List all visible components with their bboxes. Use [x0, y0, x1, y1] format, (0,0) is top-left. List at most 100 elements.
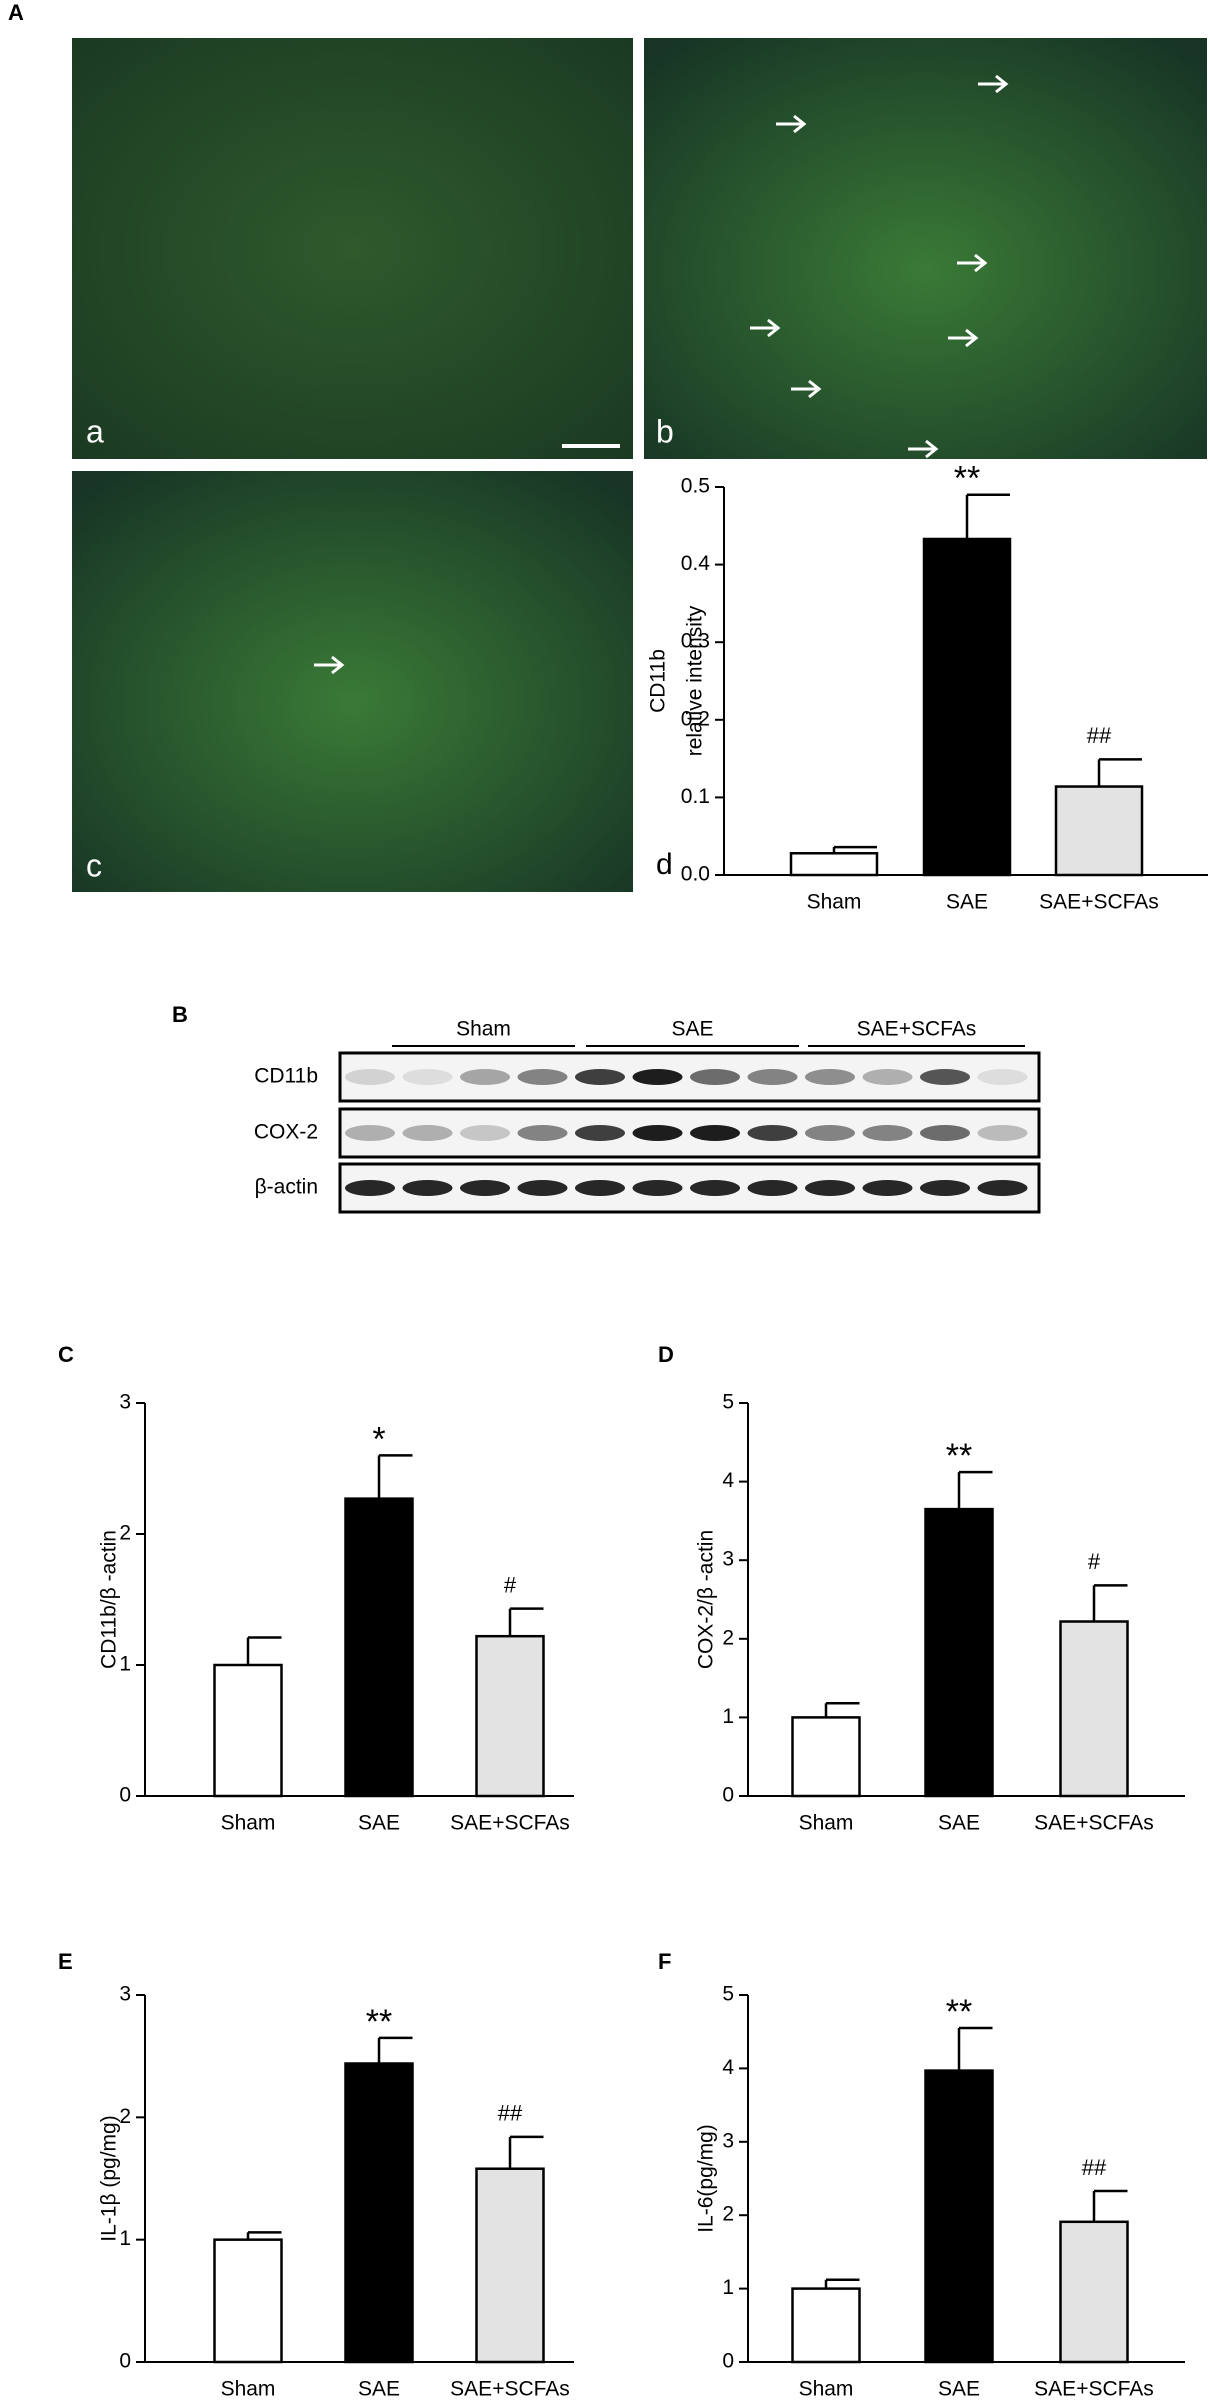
y-tick-label: 4	[722, 1469, 734, 1492]
bar	[1059, 2220, 1129, 2364]
bar-chart: D COX-2/β -actin 0 1 2 3 4 5 Sham SAE ** SAE+SCFAs #	[658, 1342, 1185, 1835]
x-tick-label: SAE+SCFAs	[1039, 891, 1159, 914]
y-tick-label: 0	[119, 1784, 131, 1807]
band	[460, 1180, 510, 1196]
bar	[924, 2069, 994, 2364]
x-tick-label: Sham	[799, 2378, 854, 2401]
blot-group-label: SAE+SCFAs	[857, 1018, 977, 1041]
bar	[475, 2167, 545, 2364]
blot-row-label: CD11b	[254, 1065, 318, 1088]
band	[862, 1125, 913, 1141]
significance-label: #	[504, 1572, 517, 1597]
blot-row-label: COX-2	[254, 1121, 318, 1144]
micrograph	[644, 38, 1207, 459]
bar	[922, 537, 1012, 877]
micrograph-label: b	[656, 413, 674, 449]
bar	[789, 852, 879, 877]
band	[575, 1069, 625, 1085]
y-tick-label: 1	[119, 1653, 131, 1676]
significance-label: ##	[1082, 2155, 1107, 2180]
y-tick-label: 0.4	[681, 552, 711, 575]
band	[575, 1180, 625, 1196]
y-tick-label: 0.3	[681, 630, 710, 653]
y-tick-label: 1	[722, 2276, 734, 2299]
band	[632, 1069, 683, 1085]
x-tick-label: Sham	[221, 1812, 276, 1835]
significance-label: ##	[1087, 723, 1112, 748]
band	[517, 1125, 568, 1141]
y-axis-label: CD11b	[647, 649, 670, 713]
band	[632, 1180, 683, 1196]
band	[575, 1125, 625, 1141]
x-tick-label: SAE+SCFAs	[1034, 1812, 1154, 1835]
micrograph	[72, 38, 633, 459]
western-blot: Sham SAE SAE+SCFAs CD11b COX-2 β-actin	[254, 1018, 1041, 1214]
panel-label: D	[658, 1342, 674, 1367]
bar	[213, 2238, 283, 2364]
band	[920, 1069, 970, 1085]
x-tick-label: SAE+SCFAs	[450, 2378, 570, 2401]
bar	[475, 1634, 545, 1798]
blot-group-label: SAE	[671, 1018, 713, 1041]
band	[690, 1180, 740, 1196]
y-tick-label: 3	[722, 1548, 734, 1571]
bar	[1059, 1620, 1129, 1798]
y-tick-label: 3	[722, 2129, 734, 2152]
band	[862, 1180, 913, 1196]
y-tick-label: 2	[722, 2203, 734, 2226]
blot-row-label: β-actin	[255, 1176, 318, 1199]
bar-chart: F IL-6(pg/mg) 0 1 2 3 4 5 Sham SAE ** SAE+SCFAs ##	[658, 1949, 1185, 2401]
band	[920, 1125, 970, 1141]
bar	[791, 2287, 861, 2364]
band	[977, 1125, 1028, 1141]
x-tick-label: SAE	[938, 1812, 980, 1835]
y-axis-label: IL-1β (pg/mg)	[98, 2115, 121, 2241]
band	[402, 1180, 453, 1196]
band	[517, 1069, 568, 1085]
y-tick-label: 0.0	[681, 863, 710, 886]
bar-chart: E IL-1β (pg/mg) 0 1 2 3 Sham SAE ** SAE+SCFAs ##	[58, 1949, 574, 2401]
significance-label: **	[946, 1993, 972, 2031]
band	[862, 1069, 913, 1085]
significance-label: #	[1088, 1549, 1101, 1574]
band	[805, 1125, 855, 1141]
x-tick-label: SAE	[358, 1812, 400, 1835]
y-tick-label: 3	[119, 1391, 131, 1414]
significance-label: **	[946, 1437, 972, 1475]
x-tick-label: SAE	[358, 2378, 400, 2401]
band	[345, 1125, 395, 1141]
panel-label: F	[658, 1949, 671, 1974]
band	[460, 1125, 510, 1141]
y-tick-label: 1	[722, 1705, 734, 1728]
significance-label: **	[366, 2003, 392, 2041]
bar	[924, 1507, 994, 1798]
micrograph-label: a	[86, 413, 104, 449]
y-tick-label: 5	[722, 1983, 734, 2006]
panel-label-small: d	[656, 848, 673, 881]
arrows	[314, 74, 1009, 675]
band	[460, 1069, 510, 1085]
bar	[344, 1497, 414, 1798]
band	[747, 1125, 798, 1141]
blot-strip	[338, 1051, 1041, 1103]
band	[977, 1069, 1028, 1085]
y-tick-label: 2	[119, 1522, 131, 1545]
panel-label: B	[172, 1002, 188, 1027]
significance-label: *	[372, 1420, 385, 1458]
bar	[213, 1663, 283, 1798]
significance-label: ##	[498, 2101, 523, 2126]
band	[920, 1180, 970, 1196]
y-tick-label: 0	[722, 2350, 734, 2373]
bar	[344, 2062, 414, 2364]
y-tick-label: 1	[119, 2227, 131, 2250]
panel-label: E	[58, 1949, 73, 1974]
y-tick-label: 3	[119, 1983, 131, 2006]
y-axis-label: IL-6(pg/mg)	[695, 2124, 718, 2233]
x-tick-label: SAE+SCFAs	[1034, 2378, 1154, 2401]
y-tick-label: 2	[119, 2105, 131, 2128]
band	[690, 1069, 740, 1085]
x-tick-label: Sham	[221, 2378, 276, 2401]
x-tick-label: Sham	[807, 891, 862, 914]
